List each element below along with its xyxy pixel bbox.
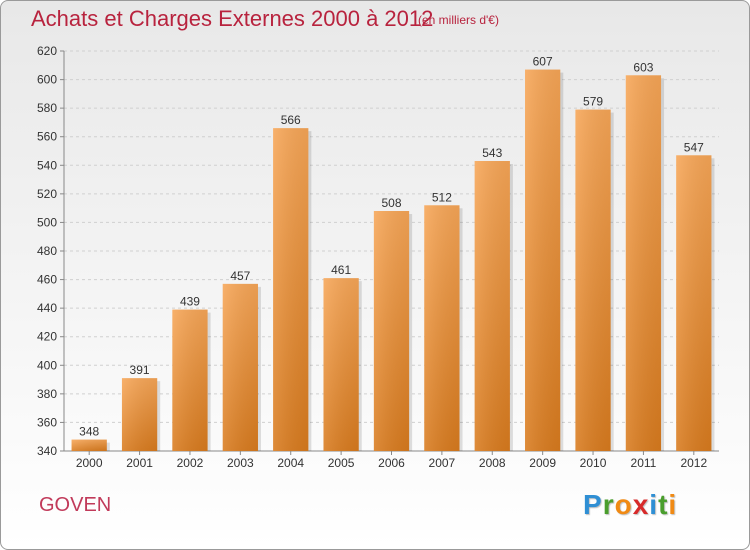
bar-highlight [474, 161, 510, 451]
y-tick-label: 400 [37, 358, 57, 372]
bar-highlight [575, 109, 611, 452]
bar-value-label: 457 [230, 269, 250, 283]
bar-value-label: 461 [331, 263, 351, 277]
bar-highlight [273, 128, 309, 451]
proxiti-logo: Proxiti [583, 489, 677, 521]
bar-highlight [525, 69, 561, 452]
logo-letter: i [668, 489, 678, 520]
chart-unit: (en milliers d'€) [418, 13, 499, 27]
y-tick-label: 520 [37, 187, 57, 201]
bar-value-label: 579 [583, 95, 603, 109]
commune-name: GOVEN [39, 494, 112, 516]
bar-highlight [121, 378, 158, 451]
bar-highlight [373, 211, 410, 451]
x-tick-label: 2007 [429, 456, 456, 470]
x-tick-label: 2008 [479, 456, 506, 470]
bar-highlight [222, 283, 258, 451]
bar-value-label: 348 [79, 425, 99, 439]
bar-highlight [424, 205, 460, 451]
x-tick-label: 2011 [631, 456, 657, 470]
x-tick-label: 2002 [177, 456, 204, 470]
bar-value-label: 439 [180, 295, 200, 309]
bar-highlight [625, 75, 662, 452]
x-tick-label: 2001 [126, 456, 153, 470]
y-tick-label: 500 [37, 215, 57, 229]
bar-highlight [676, 155, 712, 452]
bar-value-label: 607 [533, 55, 553, 69]
bar-value-label: 512 [432, 190, 452, 204]
chart-title: Achats et Charges Externes 2000 à 2012 [31, 6, 434, 31]
x-tick-label: 2000 [76, 456, 103, 470]
logo-letter: t [658, 489, 669, 520]
bar-value-label: 603 [633, 60, 653, 74]
logo-letter: r [602, 489, 615, 520]
bar-value-label: 391 [130, 363, 150, 377]
bar-highlight [172, 309, 208, 451]
y-tick-label: 620 [37, 44, 57, 58]
y-tick-label: 380 [37, 387, 57, 401]
y-tick-label: 440 [37, 301, 57, 315]
logo-letter: i [649, 489, 659, 520]
bar-highlight [323, 278, 359, 451]
x-tick-label: 2004 [277, 456, 304, 470]
y-tick-label: 420 [37, 330, 57, 344]
bar-value-label: 547 [684, 140, 704, 154]
bar-value-label: 566 [281, 113, 301, 127]
logo-letter: x [632, 489, 650, 520]
y-tick-label: 540 [37, 158, 57, 172]
bar-value-label: 543 [482, 146, 502, 160]
x-tick-label: 2010 [580, 456, 607, 470]
y-tick-label: 480 [37, 244, 57, 258]
bar-highlight [71, 439, 107, 451]
bar-value-label: 508 [381, 196, 401, 210]
x-tick-label: 2009 [529, 456, 556, 470]
y-tick-label: 360 [37, 415, 57, 429]
y-tick-label: 600 [37, 73, 57, 87]
x-tick-label: 2005 [328, 456, 355, 470]
y-tick-label: 580 [37, 101, 57, 115]
x-tick-label: 2006 [378, 456, 405, 470]
logo-letter: o [614, 489, 633, 520]
y-tick-label: 460 [37, 273, 57, 287]
x-tick-label: 2003 [227, 456, 254, 470]
x-tick-label: 2012 [680, 456, 707, 470]
y-tick-label: 340 [37, 444, 57, 458]
y-tick-label: 560 [37, 130, 57, 144]
logo-letter: P [583, 489, 603, 520]
